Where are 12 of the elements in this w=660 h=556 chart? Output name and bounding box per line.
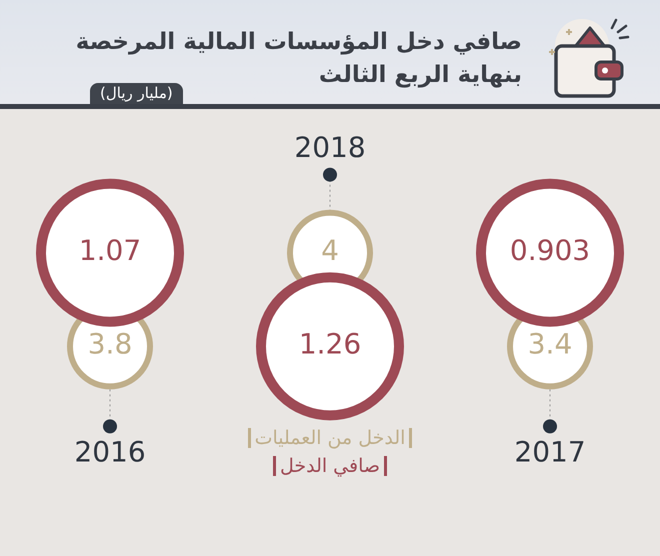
category-label: 2017 (514, 436, 586, 469)
text: صافي الدخل (280, 454, 380, 478)
data-label: 4 (321, 234, 339, 267)
category-label: 2018 (294, 131, 366, 164)
data-label: 3.8 (88, 328, 132, 361)
data-label: 3.4 (528, 328, 572, 361)
data-label: 0.903 (510, 234, 590, 267)
text: الدخل من العمليات (254, 426, 406, 450)
text: (مليار ريال) (90, 83, 183, 104)
data-label: 1.07 (78, 234, 142, 267)
data-label: 1.26 (298, 328, 362, 361)
category-label: 2016 (74, 436, 146, 469)
